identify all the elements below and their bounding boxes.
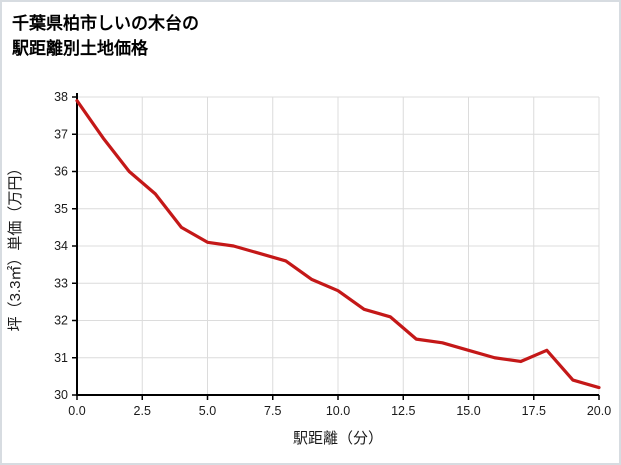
x-tick-label: 2.5	[134, 404, 151, 418]
line-chart: 30 31 32 33 34 35 36 37 38 0.0 2.5 5.0 7.5 10.0 12.5 15…	[7, 90, 611, 447]
chart-title-line1: 千葉県柏市しいの木台の	[12, 14, 199, 33]
x-tick-label: 12.5	[391, 404, 415, 418]
y-axis-label: 坪（3.3㎡）単価（万円）	[7, 161, 24, 332]
y-tick-label: 37	[54, 127, 68, 141]
chart-title: 千葉県柏市しいの木台の 駅距離別土地価格	[12, 12, 199, 61]
y-tick-label: 33	[54, 276, 68, 290]
x-tick-label: 20.0	[587, 404, 611, 418]
y-tick-label: 34	[54, 239, 68, 253]
chart-title-line2: 駅距離別土地価格	[12, 38, 148, 58]
x-tick-label: 15.0	[456, 404, 480, 418]
x-axis-label: 駅距離（分）	[293, 429, 383, 447]
y-tick-label: 36	[54, 165, 68, 179]
x-tick-label: 0.0	[68, 404, 85, 418]
x-tick-label: 5.0	[199, 404, 216, 418]
y-tick-label: 38	[54, 90, 68, 104]
x-tick-label: 7.5	[264, 404, 281, 418]
x-tick-label: 10.0	[326, 404, 350, 418]
y-tick-label: 31	[54, 351, 68, 365]
y-tick-label: 32	[54, 314, 68, 328]
price-data-line	[75, 99, 601, 390]
x-tick-label: 17.5	[522, 404, 546, 418]
y-tick-label: 35	[54, 202, 68, 216]
y-tick-label: 30	[54, 388, 68, 402]
